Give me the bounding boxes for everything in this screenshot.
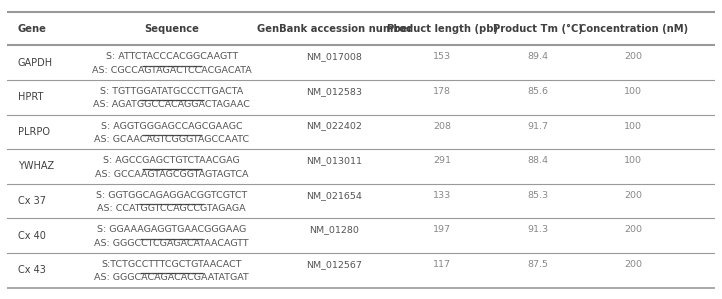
Text: S: GGTGGCAGAGGACGGTCGTCT: S: GGTGGCAGAGGACGGTCGTCT xyxy=(96,191,248,200)
Text: 89.4: 89.4 xyxy=(527,52,549,61)
Text: 133: 133 xyxy=(433,191,451,200)
Text: NM_017008: NM_017008 xyxy=(307,52,362,61)
Text: 88.4: 88.4 xyxy=(527,156,549,165)
Text: 200: 200 xyxy=(625,52,643,61)
Text: S: TGTTGGATATGCCCTTGACTA: S: TGTTGGATATGCCCTTGACTA xyxy=(100,87,243,96)
Text: AS: GGGCACAGACACGAATATGAT: AS: GGGCACAGACACGAATATGAT xyxy=(95,273,249,282)
Text: Concentration (nM): Concentration (nM) xyxy=(579,24,688,33)
Text: 85.6: 85.6 xyxy=(527,87,549,96)
Text: S: AGGTGGGAGCCAGCGAAGC: S: AGGTGGGAGCCAGCGAAGC xyxy=(101,121,243,131)
Text: 100: 100 xyxy=(625,156,643,165)
Text: 100: 100 xyxy=(625,87,643,96)
Text: NM_01280: NM_01280 xyxy=(310,225,360,234)
Text: S: GGAAAGAGGTGAACGGGAAG: S: GGAAAGAGGTGAACGGGAAG xyxy=(97,225,246,234)
Text: 100: 100 xyxy=(625,121,643,131)
Text: Product length (pb): Product length (pb) xyxy=(387,24,498,33)
Text: S: ATTCTACCCACGGCAAGTT: S: ATTCTACCCACGGCAAGTT xyxy=(105,52,238,61)
Text: 291: 291 xyxy=(433,156,451,165)
Text: 200: 200 xyxy=(625,260,643,269)
Text: PLRPO: PLRPO xyxy=(18,127,50,137)
Text: AS: AGATGGCCACAGGACTAGAAC: AS: AGATGGCCACAGGACTAGAAC xyxy=(93,100,250,109)
Text: 85.3: 85.3 xyxy=(527,191,549,200)
Text: NM_012567: NM_012567 xyxy=(307,260,362,269)
Text: S: AGCCGAGCTGTCTAACGAG: S: AGCCGAGCTGTCTAACGAG xyxy=(103,156,240,165)
Text: Cx 43: Cx 43 xyxy=(18,265,45,275)
Text: YWHAZ: YWHAZ xyxy=(18,161,54,172)
Text: Cx 40: Cx 40 xyxy=(18,231,45,241)
Text: NM_013011: NM_013011 xyxy=(306,156,362,165)
Text: 208: 208 xyxy=(433,121,451,131)
Text: S:TCTGCCTTTCGCTGTAACACT: S:TCTGCCTTTCGCTGTAACACT xyxy=(102,260,242,269)
Text: Gene: Gene xyxy=(18,24,47,33)
Text: 87.5: 87.5 xyxy=(527,260,549,269)
Text: NM_021654: NM_021654 xyxy=(307,191,362,200)
Text: HPRT: HPRT xyxy=(18,92,43,102)
Text: AS: GCAACAGTCGGGTAGCCAATC: AS: GCAACAGTCGGGTAGCCAATC xyxy=(94,135,249,144)
Text: Sequence: Sequence xyxy=(144,24,199,33)
Text: AS: GGGCCTCGAGACATAACAGTT: AS: GGGCCTCGAGACATAACAGTT xyxy=(95,239,249,248)
Text: NM_012583: NM_012583 xyxy=(306,87,362,96)
Text: GenBank accession number: GenBank accession number xyxy=(257,24,412,33)
Text: 91.7: 91.7 xyxy=(527,121,549,131)
Text: 91.3: 91.3 xyxy=(527,225,549,234)
Text: Product Tm (°C): Product Tm (°C) xyxy=(493,24,583,34)
Text: AS: GCCAAGTAGCGGTAGTAGTCA: AS: GCCAAGTAGCGGTAGTAGTCA xyxy=(95,170,248,179)
Text: GAPDH: GAPDH xyxy=(18,58,53,68)
Text: 178: 178 xyxy=(433,87,451,96)
Text: AS: CCATGGTCCAGCCGTAGAGA: AS: CCATGGTCCAGCCGTAGAGA xyxy=(97,204,246,213)
Text: NM_022402: NM_022402 xyxy=(307,121,362,131)
Text: AS: CGCCAGTAGACTCCACGACATA: AS: CGCCAGTAGACTCCACGACATA xyxy=(92,66,251,75)
Text: 200: 200 xyxy=(625,225,643,234)
Text: 117: 117 xyxy=(433,260,451,269)
Text: 200: 200 xyxy=(625,191,643,200)
Text: 153: 153 xyxy=(433,52,451,61)
Text: 197: 197 xyxy=(433,225,451,234)
Text: Cx 37: Cx 37 xyxy=(18,196,45,206)
